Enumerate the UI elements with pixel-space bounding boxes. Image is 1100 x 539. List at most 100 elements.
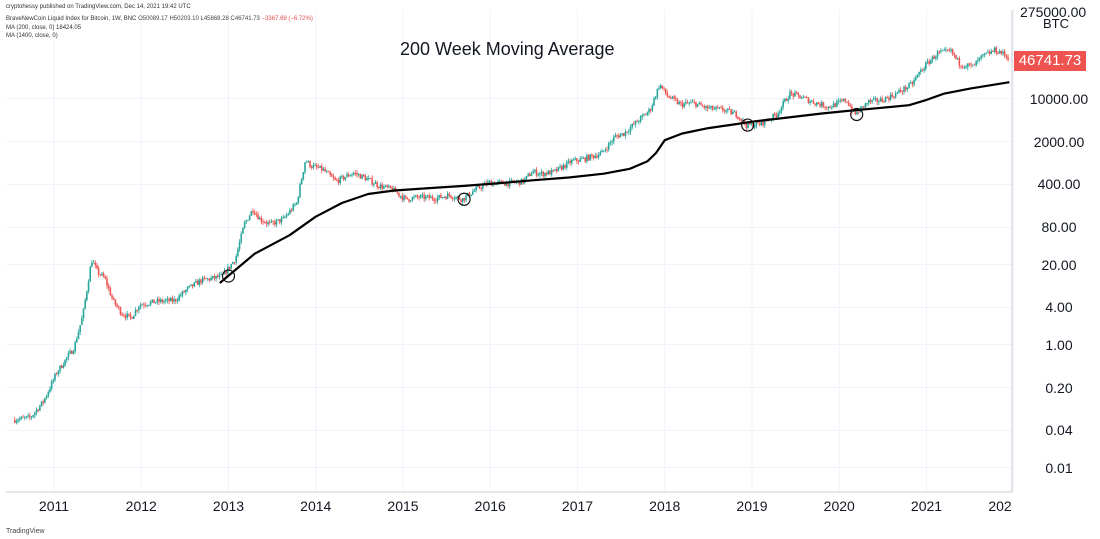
candle-body <box>228 266 231 269</box>
candle-body <box>383 186 385 189</box>
candle-body <box>805 97 808 98</box>
candle-body <box>191 284 194 287</box>
candle-body <box>706 105 709 109</box>
candle-body <box>477 185 479 187</box>
candle-body <box>948 50 951 51</box>
candle-body <box>713 108 716 110</box>
candle-body <box>802 96 805 99</box>
candle-body <box>643 114 645 116</box>
candle-body <box>518 180 521 185</box>
candle-body <box>1003 51 1006 56</box>
candle-body <box>849 105 852 107</box>
candle-body <box>431 196 434 200</box>
candle-body <box>792 93 795 97</box>
candle-body <box>748 122 751 125</box>
candle-body <box>374 182 377 185</box>
candle-body <box>448 193 451 196</box>
candle-body <box>893 96 895 98</box>
candle-body <box>579 158 581 162</box>
candle-body <box>285 215 288 217</box>
candle-body <box>356 172 358 175</box>
candle-body <box>978 57 981 60</box>
candle-body <box>351 174 353 176</box>
candle-body <box>956 58 959 60</box>
candle-body <box>711 105 714 110</box>
candle-body <box>378 186 380 189</box>
candle-body <box>421 194 424 196</box>
candle-body <box>220 274 222 275</box>
candle-body <box>201 277 204 283</box>
candle-body <box>213 276 216 279</box>
chart-title: 200 Week Moving Average <box>400 39 615 59</box>
candle-body <box>478 185 481 189</box>
candle-body <box>406 197 409 200</box>
candle-body <box>527 173 529 176</box>
candle-body <box>106 278 108 286</box>
candle-body <box>339 176 342 183</box>
candle-body <box>799 95 801 99</box>
candle-body <box>57 371 60 375</box>
candle-body <box>985 52 988 55</box>
candle-body <box>742 119 744 122</box>
candle-body <box>663 88 665 89</box>
candle-body <box>299 184 301 198</box>
candle-body <box>995 47 998 54</box>
candle-body <box>458 196 461 200</box>
candle-body <box>997 53 999 54</box>
candle-body <box>529 173 531 176</box>
candle-body <box>465 195 467 201</box>
publish-info: cryptohessy published on TradingView.com… <box>6 4 191 10</box>
candle-body <box>760 120 763 125</box>
candle-body <box>970 64 972 66</box>
candle-body <box>577 161 580 162</box>
candle-body <box>240 233 243 243</box>
candle-body <box>614 135 617 138</box>
candle-body <box>540 171 543 174</box>
candle-body <box>55 373 58 375</box>
candle-body <box>869 100 872 102</box>
candle-body <box>139 304 142 307</box>
candle-body <box>297 197 300 203</box>
candle-body <box>675 98 677 100</box>
candle-body <box>550 169 553 175</box>
candle-body <box>968 63 971 65</box>
candle-body <box>185 289 187 293</box>
candle-body <box>661 85 664 89</box>
candle-body <box>342 175 345 180</box>
candle-body <box>945 49 947 51</box>
candle-body <box>292 204 295 211</box>
candle-body <box>698 103 701 104</box>
candle-body <box>262 221 264 223</box>
candle-body <box>425 196 427 199</box>
candle-body <box>972 64 974 66</box>
candle-body <box>664 88 667 94</box>
candle-body <box>294 204 296 206</box>
candle-body <box>510 180 513 181</box>
candle-body <box>320 165 323 171</box>
candle-body <box>609 142 612 144</box>
candle-body <box>982 54 984 56</box>
candle-body <box>837 100 840 102</box>
candle-body <box>32 415 34 418</box>
candle-body <box>542 171 545 177</box>
candle-body <box>745 124 748 128</box>
candle-body <box>864 103 867 108</box>
candle-body <box>701 105 704 107</box>
candle-body <box>289 210 291 214</box>
candle-body <box>829 106 831 108</box>
candle-body <box>307 161 310 162</box>
candle-body <box>612 137 615 142</box>
candle-body <box>206 278 209 280</box>
candle-body <box>649 109 652 111</box>
candle-body <box>309 161 311 167</box>
candle-body <box>327 171 330 173</box>
candle-body <box>386 185 389 187</box>
candle-body <box>532 171 534 174</box>
candle-body <box>549 170 551 175</box>
touch-circle <box>850 107 864 122</box>
candle-body <box>992 51 994 52</box>
candle-body <box>977 59 979 61</box>
candle-body <box>763 119 766 126</box>
candle-body <box>62 365 65 368</box>
